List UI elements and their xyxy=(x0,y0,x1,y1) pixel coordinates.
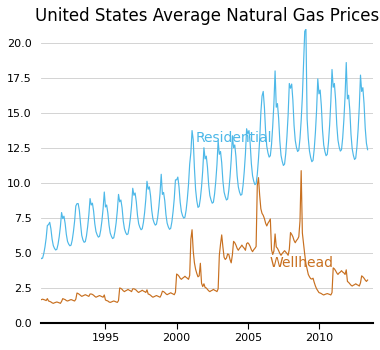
Title: United States Average Natural Gas Prices: United States Average Natural Gas Prices xyxy=(35,7,379,25)
Text: Wellhead: Wellhead xyxy=(269,256,333,270)
Text: Residential: Residential xyxy=(195,131,272,145)
